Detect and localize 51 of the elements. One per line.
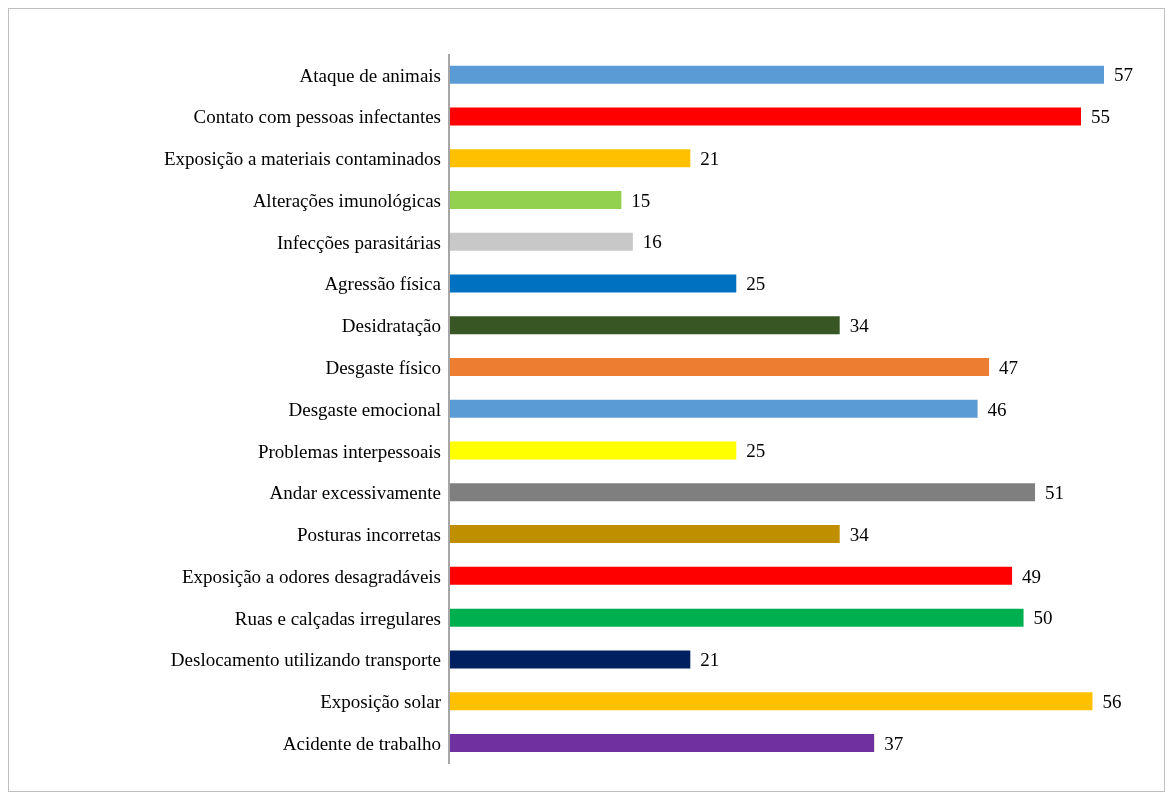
bar [449,608,1024,627]
bar [449,190,622,209]
bar [449,525,840,544]
y-tick-label: Problemas interpessoais [257,440,441,462]
bar [449,232,633,251]
data-label: 15 [631,189,651,211]
y-tick-label: Exposição a materiais contaminados [164,148,441,170]
bar [449,274,737,293]
bar [449,692,1093,711]
data-label: 16 [642,231,662,253]
y-tick-label: Ataque de animais [299,64,441,86]
y-tick-label: Desgaste emocional [288,398,441,420]
data-label: 34 [849,523,870,545]
bar [449,441,737,460]
bar [449,65,1104,84]
y-tick-label: Infecções parasitárias [276,231,441,253]
bar [449,399,978,418]
y-tick-label: Exposição a odores desagradáveis [181,565,441,587]
data-label: 25 [746,440,766,462]
y-tick-label: Desidratação [341,315,441,337]
bar [449,650,691,669]
bar [449,358,990,377]
bar [449,316,840,335]
data-label: 21 [700,649,720,671]
y-tick-label: Agressão física [324,273,442,295]
data-label: 50 [1033,607,1053,629]
data-label: 37 [884,732,904,754]
y-tick-label: Andar excessivamente [269,482,441,504]
data-label: 47 [999,356,1019,378]
y-tick-label: Alterações imunológicas [252,189,441,211]
bar [449,733,875,752]
y-tick-label: Posturas incorretas [296,524,441,546]
y-tick-label: Exposição solar [320,691,442,713]
data-label: 49 [1022,565,1042,587]
data-label: 56 [1102,690,1122,712]
data-label: 34 [849,315,870,337]
y-tick-label: Acidente de trabalho [282,732,441,754]
data-label: 55 [1091,106,1111,128]
data-label: 25 [746,273,766,295]
y-tick-label: Contato com pessoas infectantes [193,106,441,128]
y-tick-label: Ruas e calçadas irregulares [234,607,441,629]
data-label: 51 [1045,482,1065,504]
data-label: 57 [1114,64,1133,86]
bar [449,107,1082,126]
y-tick-label: Deslocamento utilizando transporte [170,649,441,671]
bar [449,149,691,168]
y-tick-label: Desgaste físico [325,356,441,378]
bar [449,566,1013,585]
data-label: 21 [700,147,720,169]
data-label: 46 [987,398,1007,420]
bar [449,483,1036,502]
